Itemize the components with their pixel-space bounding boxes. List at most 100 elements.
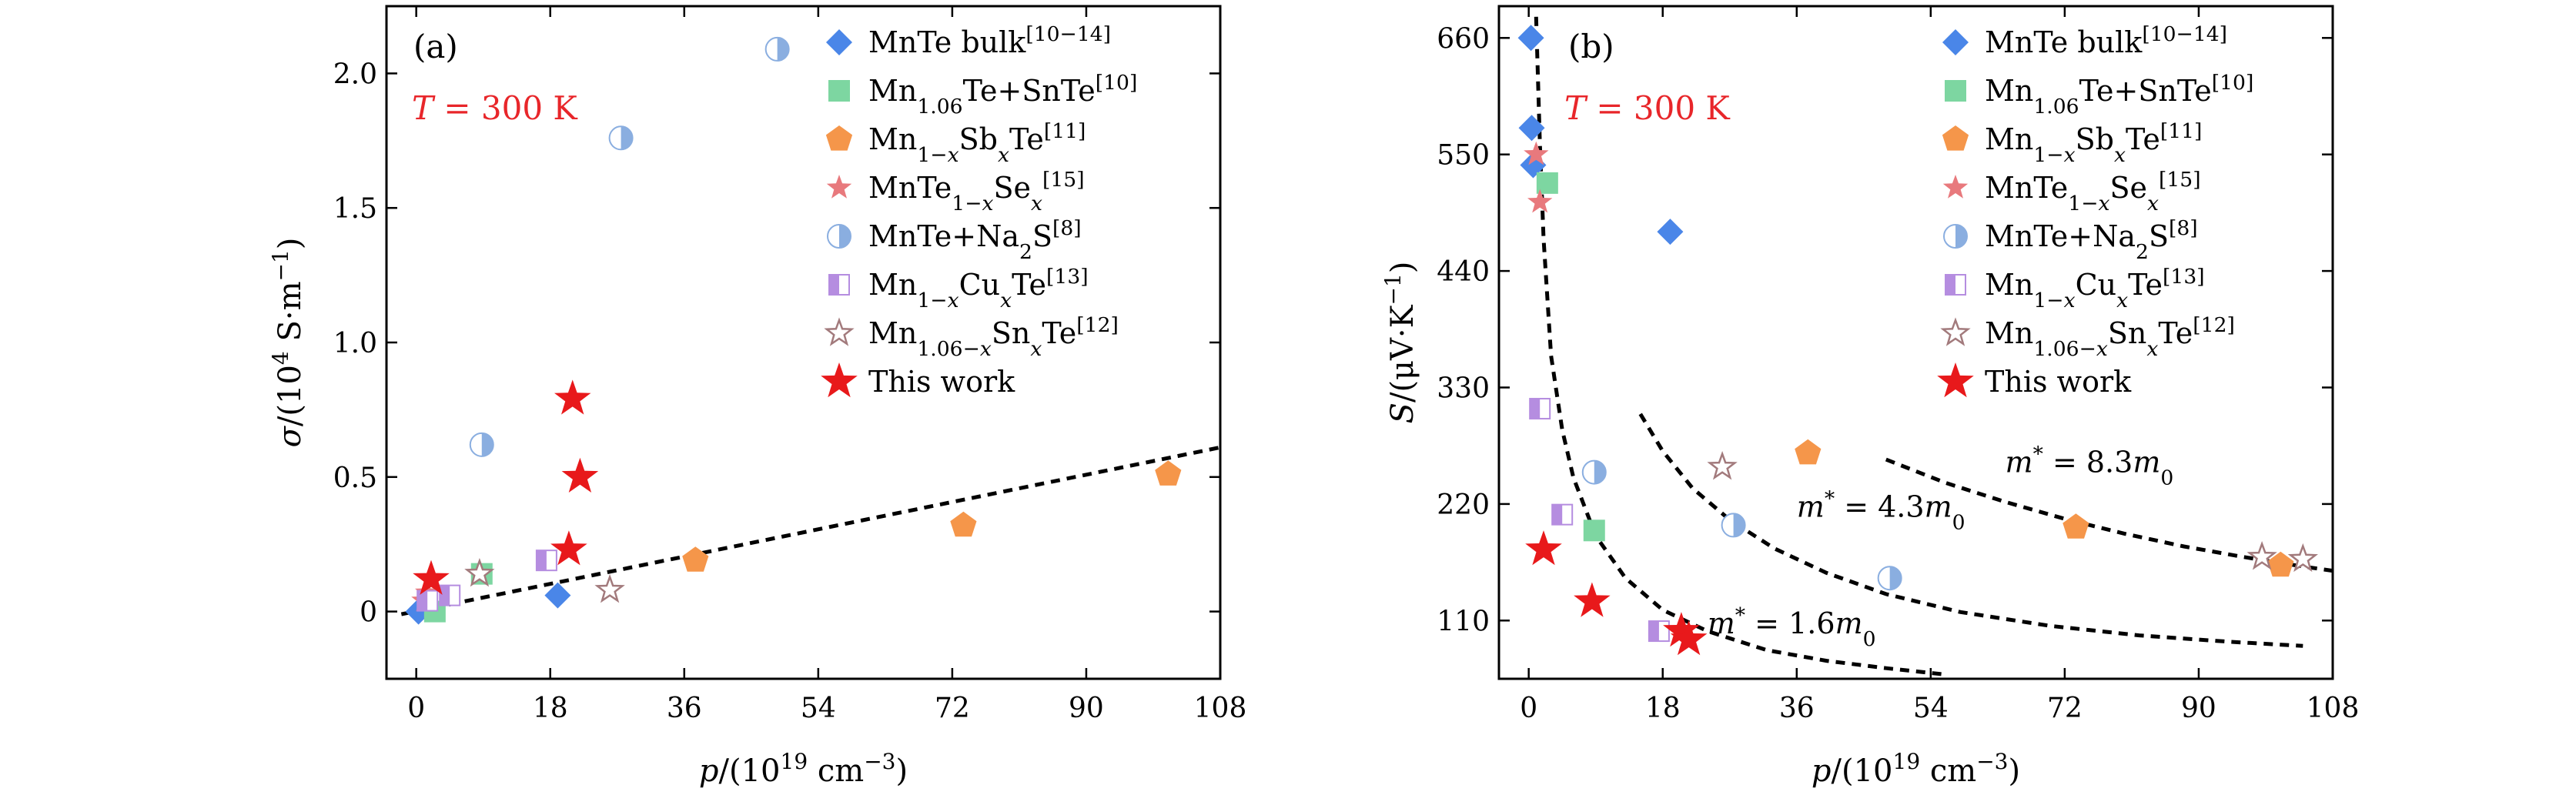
data-point-half [777,37,789,61]
data-point-half [1648,621,1659,642]
data-point-half [481,433,493,456]
data-point [535,549,557,572]
data-point [1795,439,1822,465]
legend-marker [1942,175,1969,199]
data-point [1657,219,1684,246]
x-tick-label: 90 [1069,693,1104,724]
x-tick-label: 54 [801,693,836,724]
y-tick-label: 110 [1437,606,1490,637]
data-point [1648,620,1670,643]
legend-marker [1940,317,1971,346]
legend-entry: This work [1985,365,2132,399]
temperature-annotation: T = 300 K [1564,89,1731,127]
data-point [1670,620,1708,656]
data-point [2062,513,2089,539]
series-6 [1529,398,1670,643]
legend-marker [828,80,850,102]
legend-marker [824,317,855,346]
data-point [550,530,587,566]
data-point-half [440,585,450,606]
x-tick-label: 54 [1913,693,1949,724]
fit-curve-label: m* = 8.3m0 [2006,442,2174,489]
legend-marker [827,224,851,249]
y-tick-label: 440 [1437,256,1490,288]
data-point-half [417,590,428,611]
x-tick-label: 108 [2307,693,2360,724]
legend-marker [821,362,858,398]
legend-entry: MnTe bulk[10−14] [1985,22,2227,60]
data-point [594,573,625,603]
x-tick-label: 0 [407,693,425,724]
series-7 [1707,451,2318,573]
legend-marker [1942,125,1969,151]
x-tick-label: 90 [2181,693,2216,724]
data-point [554,379,591,415]
plot-frame [1497,5,2334,680]
data-point [1551,503,1574,526]
fit-curve-label: m* = 4.3m0 [1797,486,1965,534]
legend-marker [1945,274,1966,296]
series-8 [1525,530,1708,656]
data-point-half [1733,513,1745,537]
x-tick-label: 108 [1194,693,1247,724]
y-tick-label: 2.0 [333,58,377,90]
legend-entry: MnTe1−xSex[15] [868,168,1085,215]
legend-entry: Mn1.06−xSnxTe[12] [1985,313,2235,361]
x-tick-label: 18 [1645,693,1681,724]
y-tick-label: 0.5 [333,463,377,494]
x-tick-label: 72 [935,693,970,724]
temperature-annotation: T = 300 K [412,89,578,127]
legend-marker-half [839,225,851,248]
y-axis-title: S/(μV·K−1) [1380,262,1421,424]
data-point [1574,582,1611,617]
data-point [1517,25,1544,52]
data-point [1525,530,1562,566]
series-5 [1581,459,1902,591]
x-tick-label: 18 [533,693,568,724]
data-point-half [1530,399,1541,419]
data-point [1707,451,1738,480]
panel-letter: (b) [1568,28,1614,65]
legend-marker [826,29,852,55]
x-tick-label: 72 [2047,693,2083,724]
fit-curve-2 [1638,413,2303,648]
data-point [1518,115,1545,142]
x-tick-label: 36 [1779,693,1815,724]
y-axis-title: σ/(104 S·m−1) [268,238,309,448]
legend-entry: Mn1−xSbxTe[11] [1985,119,2202,167]
y-tick-label: 0 [360,597,377,629]
y-tick-label: 220 [1437,489,1490,521]
x-tick-label: 0 [1520,693,1537,724]
legend-entry: Mn1.06Te+SnTe[10] [1985,71,2253,119]
legend-entry: Mn1−xSbxTe[11] [868,119,1086,167]
series-4 [1524,141,1553,213]
data-point [1581,459,1607,485]
legend-entry: Mn1−xCuxTe[13] [868,265,1089,312]
data-point [1527,189,1553,213]
data-point [764,36,790,62]
x-axis-title: p/(1019 cm−3) [699,749,908,790]
legend-marker-half [1945,275,1955,295]
legend-marker-half [1955,225,1967,248]
legend-entry: MnTe+Na2S[8] [868,216,1082,264]
data-point [2287,543,2318,573]
data-point [1524,141,1549,165]
data-point [464,558,495,587]
y-tick-label: 1.5 [333,193,377,225]
legend-marker [1945,80,1966,102]
series-7 [464,558,625,603]
legend-marker [826,175,852,199]
series-3 [1795,439,2294,577]
y-tick-label: 330 [1437,372,1490,404]
data-point [413,560,450,595]
panel-b: 0 18 36 54 72 90 108 110 220 330 440 550 660 p/(1019 … [1380,5,2360,789]
series-3 [682,460,1182,572]
series-2 [1536,172,1605,542]
legend-marker [1942,29,1969,55]
data-point-half [1594,460,1606,484]
data-point [1877,566,1902,591]
y-tick-label: 660 [1437,23,1490,55]
legend-entry: Mn1−xCuxTe[13] [1985,265,2205,312]
fit-curve-label: m* = 1.6m0 [1708,603,1876,650]
legend-entry: MnTe1−xSex[15] [1985,168,2201,215]
